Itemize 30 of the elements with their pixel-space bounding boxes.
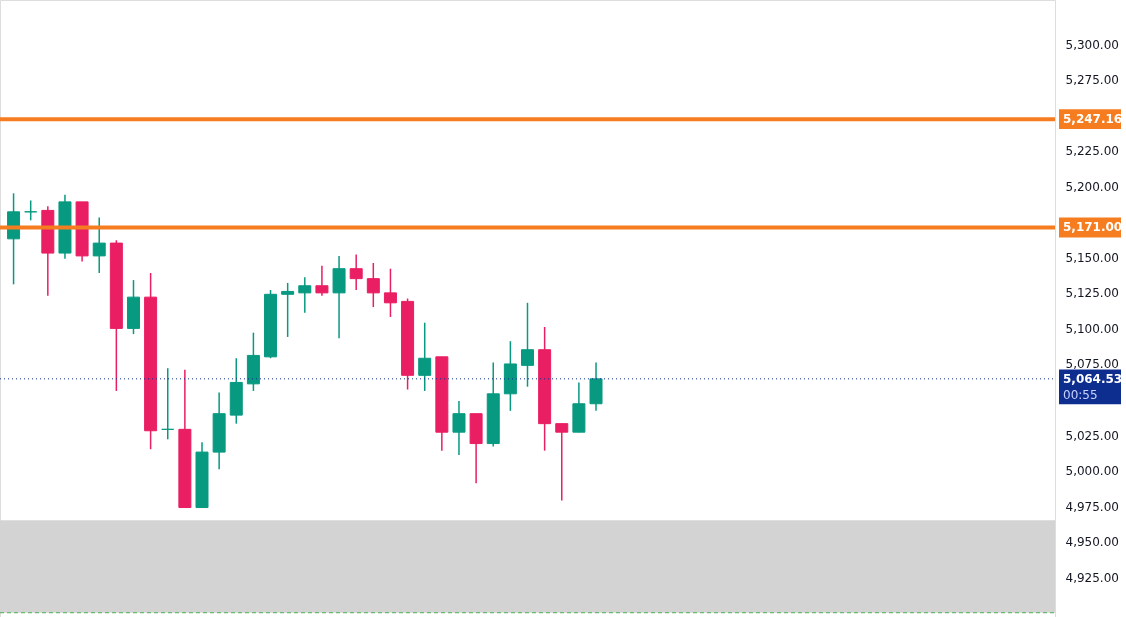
- ref-line-label: 5,171.00: [1063, 220, 1123, 235]
- candlestick: [24, 199, 38, 222]
- candlestick: [366, 262, 380, 308]
- y-tick-label: 5,200.00: [1065, 179, 1119, 194]
- candlestick: [161, 367, 175, 441]
- candlestick: [383, 267, 397, 318]
- candlestick: [452, 400, 466, 456]
- y-tick-label: 5,075.00: [1065, 357, 1119, 372]
- y-tick-label: 5,275.00: [1065, 73, 1119, 88]
- candlestick: [281, 282, 295, 338]
- y-tick-label: 5,300.00: [1065, 37, 1119, 52]
- y-tick-label: 5,225.00: [1065, 144, 1119, 159]
- candlestick: [418, 321, 432, 392]
- candlestick: [315, 265, 329, 297]
- candlestick: [298, 276, 312, 314]
- y-tick-label: 4,975.00: [1065, 499, 1119, 514]
- ref-line-label: 5,247.16: [1063, 112, 1123, 127]
- candlestick: [349, 253, 363, 291]
- y-tick-label: 4,950.00: [1065, 535, 1119, 550]
- candlestick: [92, 216, 106, 274]
- y-tick-label: 5,150.00: [1065, 250, 1119, 265]
- text: 00:55: [1063, 387, 1098, 402]
- ref-line-label: 5,064.53: [1063, 371, 1123, 386]
- y-tick-label: 5,125.00: [1065, 286, 1119, 301]
- candlestick: [521, 302, 534, 388]
- y-tick-label: 5,025.00: [1065, 428, 1119, 443]
- candlestick: [555, 422, 569, 502]
- y-tick-label: 5,100.00: [1065, 321, 1119, 336]
- y-tick-label: 4,925.00: [1065, 570, 1119, 585]
- y-tick-label: 5,000.00: [1065, 464, 1119, 479]
